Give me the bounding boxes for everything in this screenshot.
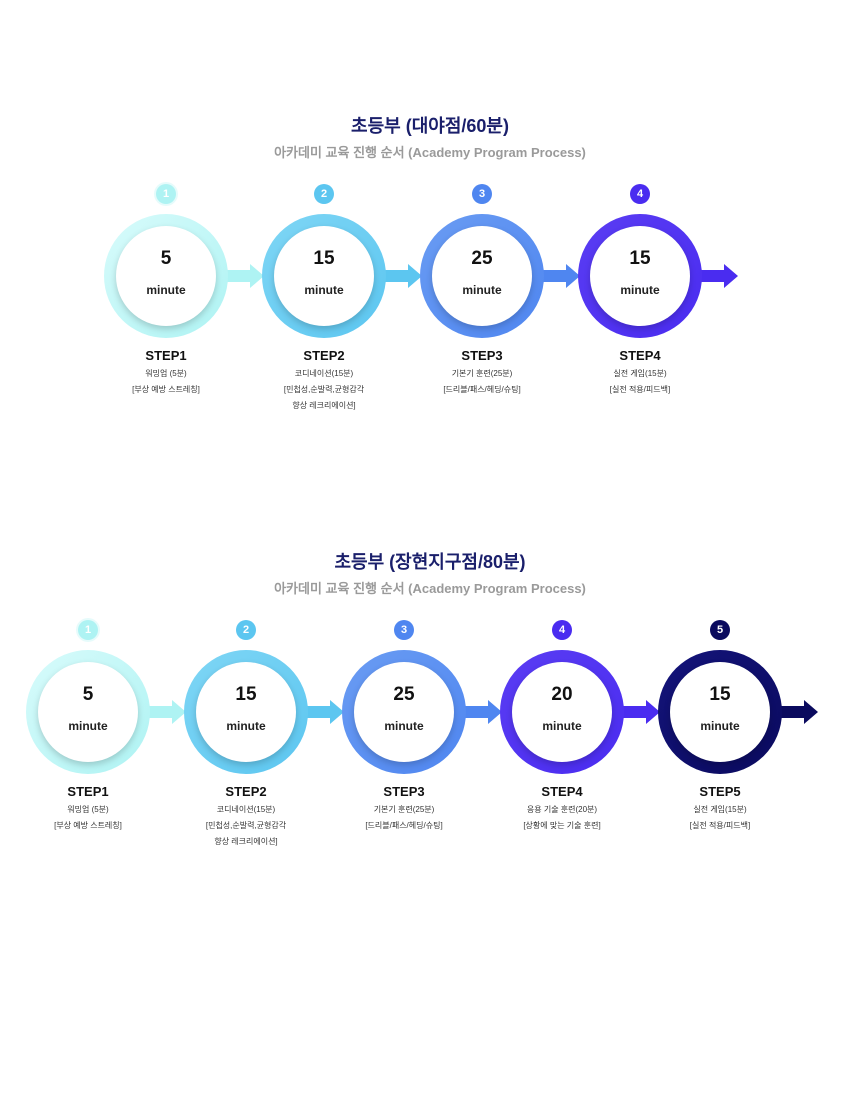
duration-minutes: 15	[235, 684, 257, 705]
step-label: STEP1	[145, 348, 187, 363]
duration-minutes: 5	[82, 684, 94, 705]
duration-ring: 5 minute	[26, 650, 150, 774]
step-label: STEP2	[225, 784, 267, 799]
duration-circle: 15 minute	[196, 662, 296, 762]
duration-circle: 15 minute	[670, 662, 770, 762]
step-description: 기본기 훈련(25분) [드리블/패스/헤딩/슈팅]	[324, 802, 484, 834]
duration-circle: 25 minute	[432, 226, 532, 326]
step-number-badge: 3	[394, 620, 414, 640]
step-number-badge: 4	[552, 620, 572, 640]
duration-circle: 25 minute	[354, 662, 454, 762]
section-subtitle: 아카데미 교육 진행 순서 (Academy Program Process)	[274, 581, 586, 596]
step-description-line: 워밍업 (5분)	[67, 805, 109, 814]
step-number-badge: 5	[710, 620, 730, 640]
duration-ring: 5 minute	[104, 214, 228, 338]
step-label: STEP4	[541, 784, 583, 799]
step-number-badge: 3	[472, 184, 492, 204]
duration-minutes: 25	[471, 248, 493, 269]
step-description-line: 향상 레크리에이션]	[214, 837, 278, 846]
duration-circle: 5 minute	[116, 226, 216, 326]
step-label: STEP1	[67, 784, 109, 799]
duration-unit: minute	[226, 719, 266, 733]
duration-minutes: 15	[629, 248, 651, 269]
step-label: STEP2	[303, 348, 345, 363]
step-number-badge: 2	[314, 184, 334, 204]
step-description-line: [드리블/패스/헤딩/슈팅]	[443, 385, 521, 394]
step-number-badge: 4	[630, 184, 650, 204]
step-description-line: 워밍업 (5분)	[145, 369, 187, 378]
duration-minutes: 25	[393, 684, 415, 705]
step-description-line: 응용 기술 훈련(20분)	[526, 805, 598, 814]
step-description-line: 실전 게임(15분)	[693, 805, 747, 814]
duration-circle: 5 minute	[38, 662, 138, 762]
step-description-line: 기본기 훈련(25분)	[373, 805, 435, 814]
duration-minutes: 15	[313, 248, 335, 269]
step-label: STEP3	[383, 784, 425, 799]
section-title: 초등부 (장현지구점/80분)	[334, 552, 526, 572]
duration-ring: 15 minute	[578, 214, 702, 338]
duration-ring: 15 minute	[658, 650, 782, 774]
duration-ring: 15 minute	[262, 214, 386, 338]
duration-unit: minute	[620, 283, 660, 297]
step-description-line: [부상 예방 스트레칭]	[54, 821, 122, 830]
duration-unit: minute	[304, 283, 344, 297]
step-description: 응용 기술 훈련(20분) [상황에 맞는 기술 훈련]	[482, 802, 642, 834]
step-description-line: [부상 예방 스트레칭]	[132, 385, 200, 394]
duration-circle: 20 minute	[512, 662, 612, 762]
duration-unit: minute	[384, 719, 424, 733]
duration-unit: minute	[542, 719, 582, 733]
step-label: STEP3	[461, 348, 503, 363]
duration-ring: 25 minute	[420, 214, 544, 338]
duration-unit: minute	[146, 283, 186, 297]
step-description: 기본기 훈련(25분) [드리블/패스/헤딩/슈팅]	[402, 366, 562, 398]
step-description: 워밍업 (5분) [부상 예방 스트레칭]	[86, 366, 246, 398]
step-description: 실전 게임(15분) [실전 적용/피드백]	[640, 802, 800, 834]
step-label: STEP5	[699, 784, 741, 799]
duration-circle: 15 minute	[590, 226, 690, 326]
duration-minutes: 20	[551, 684, 573, 705]
step-description-line: 실전 게임(15분)	[613, 369, 667, 378]
step-number-badge: 1	[78, 620, 98, 640]
section-title: 초등부 (대야점/60분)	[351, 116, 509, 136]
duration-ring: 25 minute	[342, 650, 466, 774]
section-subtitle: 아카데미 교육 진행 순서 (Academy Program Process)	[274, 145, 586, 160]
step-label: STEP4	[619, 348, 661, 363]
step-number-badge: 1	[156, 184, 176, 204]
duration-ring: 20 minute	[500, 650, 624, 774]
duration-unit: minute	[462, 283, 502, 297]
duration-unit: minute	[68, 719, 108, 733]
duration-ring: 15 minute	[184, 650, 308, 774]
duration-minutes: 15	[709, 684, 731, 705]
duration-minutes: 5	[160, 248, 172, 269]
step-description: 실전 게임(15분) [실전 적용/피드백]	[560, 366, 720, 398]
step-description: 워밍업 (5분) [부상 예방 스트레칭]	[8, 802, 168, 834]
step-description-line: 향상 레크리에이션]	[292, 401, 356, 410]
step-description-line: 기본기 훈련(25분)	[451, 369, 513, 378]
step-description-line: [민첩성,순발력,균형감각	[283, 385, 365, 394]
step-description-line: 코디네이션(15분)	[294, 369, 354, 378]
step-description-line: [드리블/패스/헤딩/슈팅]	[365, 821, 443, 830]
step-description-line: [민첩성,순발력,균형감각	[205, 821, 287, 830]
step-description-line: [실전 적용/피드백]	[689, 821, 751, 830]
step-number-badge: 2	[236, 620, 256, 640]
step-description-line: [상황에 맞는 기술 훈련]	[523, 821, 601, 830]
duration-circle: 15 minute	[274, 226, 374, 326]
step-description-line: [실전 적용/피드백]	[609, 385, 671, 394]
step-description-line: 코디네이션(15분)	[216, 805, 276, 814]
duration-unit: minute	[700, 719, 740, 733]
